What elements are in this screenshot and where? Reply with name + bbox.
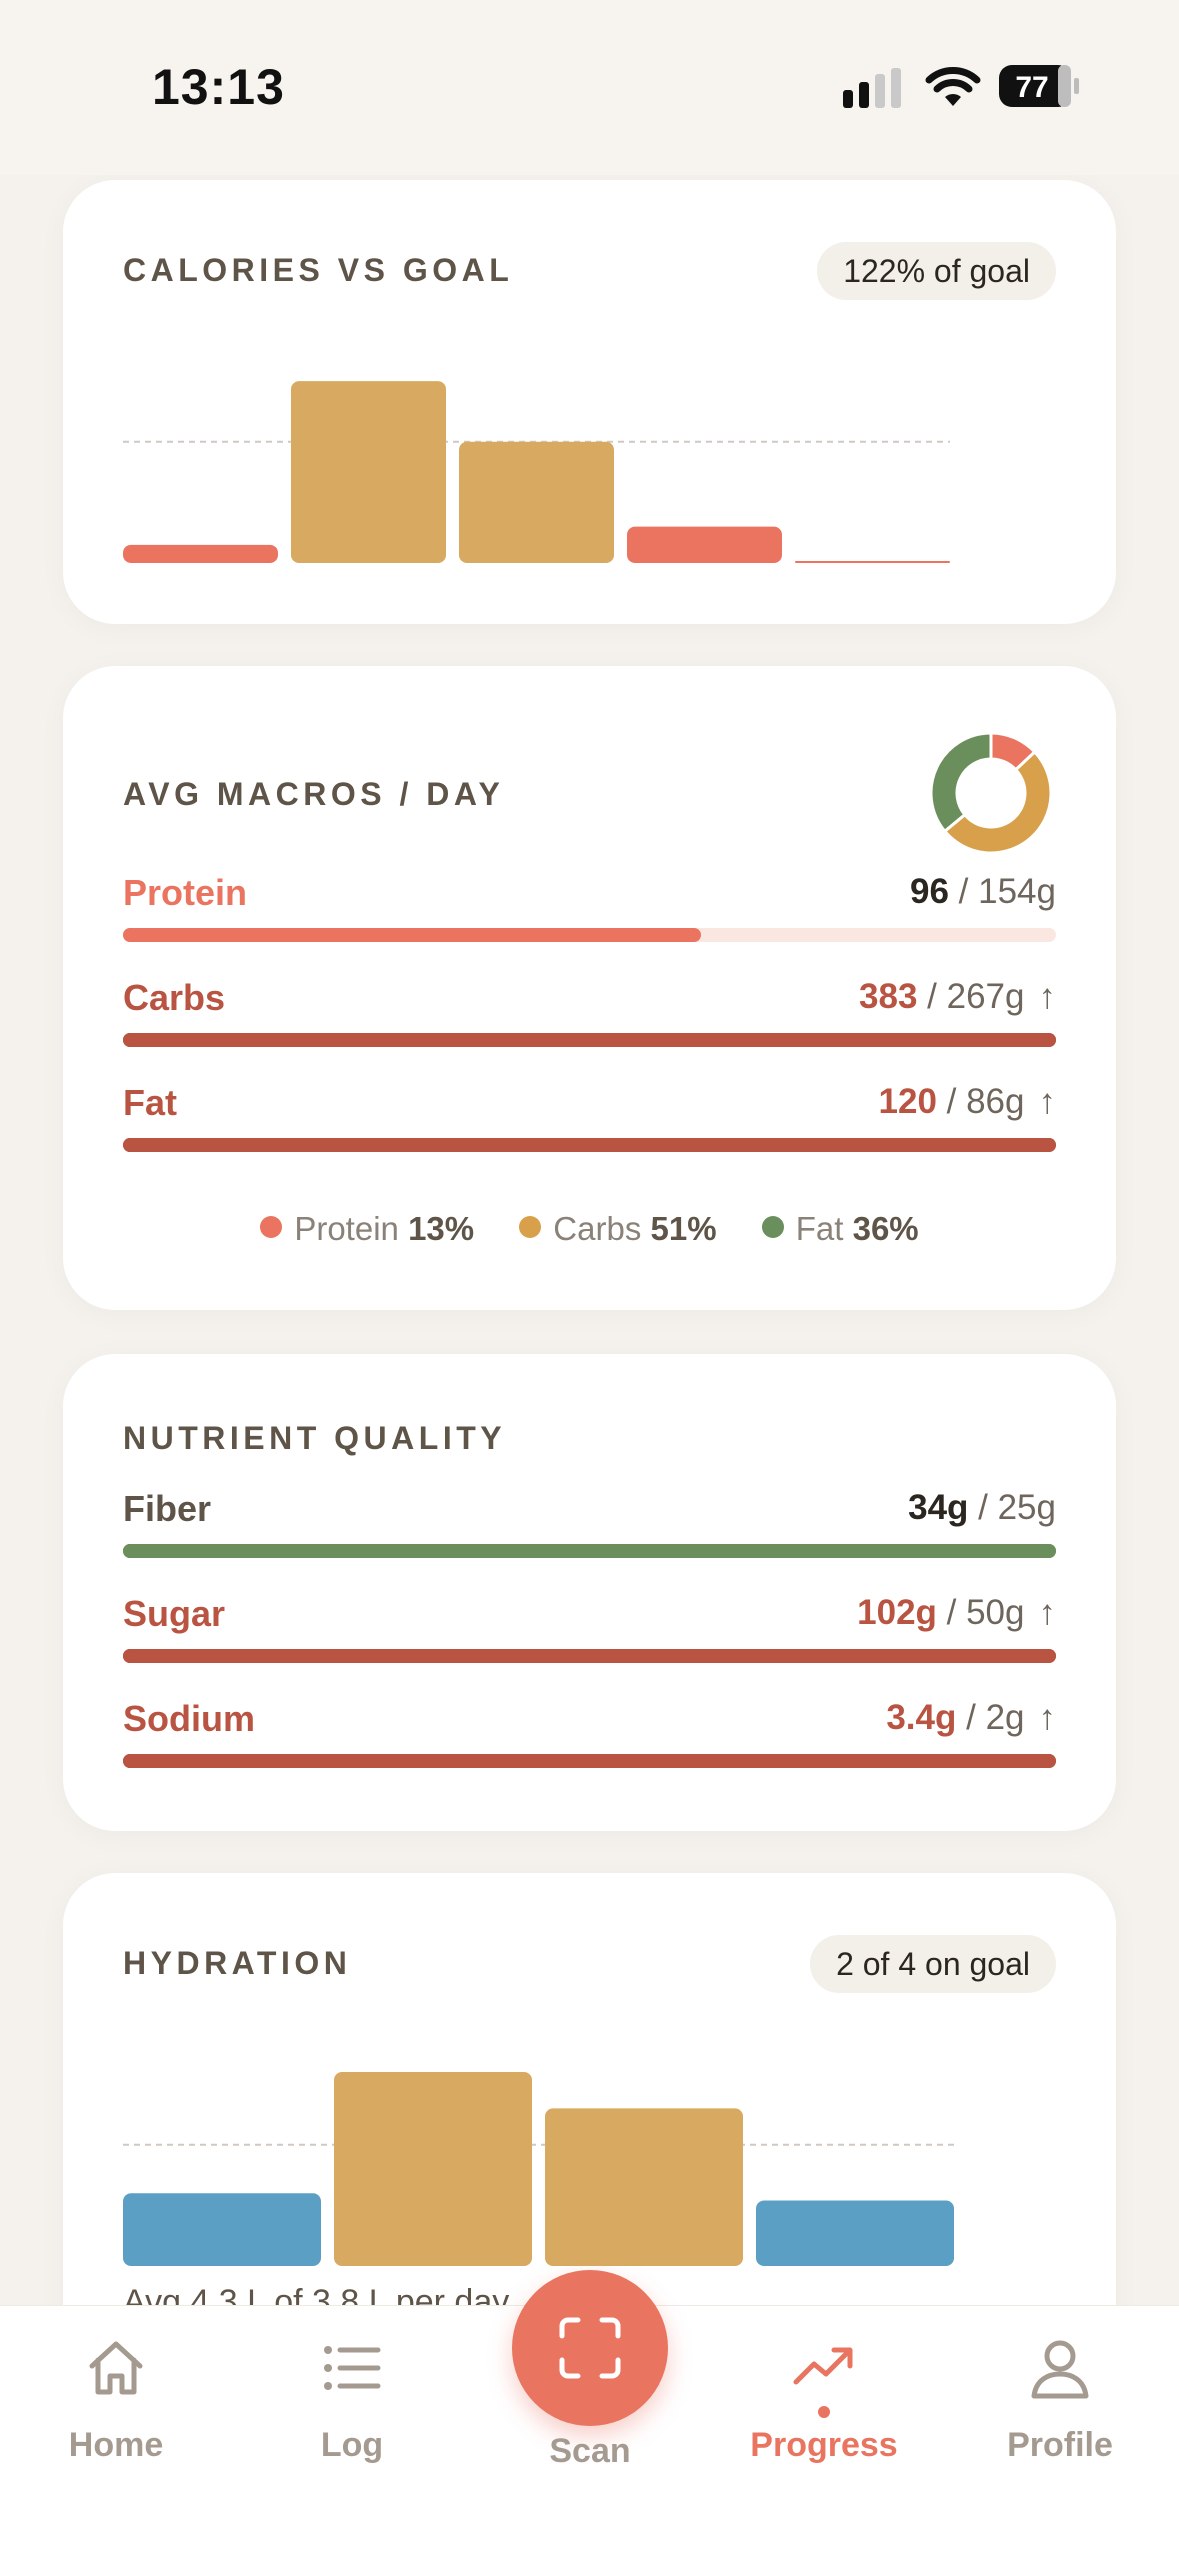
calories-bar-chart <box>123 381 950 563</box>
row-fiber: Fiber 34g / 25g <box>123 1488 1056 1548</box>
list-icon <box>324 2346 381 2390</box>
status-bar: 13:13 77 <box>0 0 1179 175</box>
active-tab-dot <box>818 2406 830 2418</box>
scan-button[interactable] <box>512 2270 668 2426</box>
trend-icon <box>793 2347 853 2385</box>
chart-bar <box>795 561 950 563</box>
macro-donut-chart <box>929 731 1053 855</box>
donut-slice <box>929 731 993 834</box>
row-sugar: Sugar 102g / 50g ↑ <box>123 1593 1056 1653</box>
chart-bar <box>291 381 446 563</box>
row-goal: / 267g <box>917 977 1025 1016</box>
row-goal: / 25g <box>968 1488 1056 1527</box>
goal-badge: 2 of 4 on goal <box>810 1935 1056 1993</box>
row-value: 120 / 86g ↑ <box>879 1082 1056 1122</box>
row-label: Protein <box>123 872 248 913</box>
battery-icon: 77 <box>999 65 1079 107</box>
row-value: 3.4g / 2g ↑ <box>886 1698 1056 1738</box>
progress-track <box>123 1544 1056 1558</box>
card-title: AVG MACROS / DAY <box>123 776 505 812</box>
chart-bar <box>756 2200 954 2266</box>
row-label: Fiber <box>123 1488 212 1529</box>
progress-fill <box>123 1754 1056 1768</box>
row-protein: Protein 96 / 154g <box>123 872 1056 932</box>
calories-card: CALORIES VS GOAL 122% of goal <box>63 180 1116 624</box>
legend-item-fat: Fat 36% <box>761 1210 919 1248</box>
progress-fill <box>123 1649 1056 1663</box>
goal-badge: 122% of goal <box>817 242 1056 300</box>
card-title: CALORIES VS GOAL <box>123 252 514 288</box>
row-label: Sodium <box>123 1698 255 1739</box>
progress-fill <box>123 1033 1056 1047</box>
progress-track <box>123 1649 1056 1663</box>
row-current: 383 <box>859 977 918 1016</box>
row-goal: / 2g <box>956 1698 1025 1737</box>
row-fat: Fat 120 / 86g ↑ <box>123 1082 1056 1142</box>
hydration-bar-chart <box>123 2072 954 2266</box>
donut-slice <box>942 749 1053 855</box>
row-sodium: Sodium 3.4g / 2g ↑ <box>123 1698 1056 1758</box>
row-current: 3.4g <box>886 1698 957 1737</box>
nutrient-quality-card: NUTRIENT QUALITY Fiber 34g / 25g Sugar 102g… <box>63 1354 1116 1831</box>
wifi-icon <box>925 67 981 106</box>
row-value: 383 / 267g ↑ <box>859 977 1056 1017</box>
progress-fill <box>123 1138 1056 1152</box>
cellular-signal-icon <box>843 68 901 108</box>
home-icon <box>89 2341 143 2395</box>
tab-label-scan[interactable]: Scan <box>549 2432 631 2470</box>
over-goal-arrow: ↑ <box>1038 1698 1057 1737</box>
person-icon <box>1031 2340 1089 2399</box>
tab-log[interactable]: Log <box>252 2306 452 2506</box>
battery-level: 77 <box>1015 71 1048 104</box>
row-value: 34g / 25g <box>908 1488 1056 1528</box>
row-current: 120 <box>878 1082 937 1121</box>
tab-profile[interactable]: Profile <box>960 2306 1160 2506</box>
status-time: 13:13 <box>152 59 285 115</box>
row-carbs: Carbs 383 / 267g ↑ <box>123 977 1056 1037</box>
chart-bar <box>627 526 782 563</box>
row-value: 96 / 154g <box>910 872 1056 912</box>
progress-fill <box>123 1544 1056 1558</box>
macro-legend: Protein 13% Carbs 51% Fat 36% <box>63 1210 1116 1248</box>
progress-track <box>123 1033 1056 1047</box>
row-goal: / 154g <box>948 872 1056 911</box>
row-goal: / 50g <box>936 1593 1025 1632</box>
legend-item-protein: Protein 13% <box>260 1210 474 1248</box>
chart-bar <box>123 2193 321 2266</box>
macros-card: AVG MACROS / DAY Protein 96 / 154g Carbs 38… <box>63 666 1116 1310</box>
row-value: 102g / 50g ↑ <box>857 1593 1056 1633</box>
tab-label: Log <box>320 2426 384 2464</box>
row-current: 34g <box>908 1488 969 1527</box>
row-goal: / 86g <box>936 1082 1025 1121</box>
row-label: Sugar <box>123 1593 226 1634</box>
chart-bar <box>334 2072 532 2266</box>
chart-bar <box>459 441 614 563</box>
progress-track <box>123 1138 1056 1152</box>
row-label: Carbs <box>123 977 226 1018</box>
over-goal-arrow: ↑ <box>1038 1082 1057 1121</box>
progress-track <box>123 928 1056 942</box>
tab-home[interactable]: Home <box>16 2306 216 2506</box>
row-label: Fat <box>123 1082 177 1123</box>
tab-label: Home <box>68 2426 164 2464</box>
chart-bar <box>123 544 278 563</box>
card-title: NUTRIENT QUALITY <box>123 1420 507 1456</box>
progress-track <box>123 1754 1056 1768</box>
legend-item-carbs: Carbs 51% <box>519 1210 717 1248</box>
tab-progress[interactable]: Progress <box>724 2306 924 2506</box>
scan-icon <box>559 2317 621 2379</box>
tab-label: Progress <box>750 2426 898 2464</box>
row-current: 96 <box>910 872 949 911</box>
chart-bar <box>545 2108 743 2266</box>
tab-label: Profile <box>1007 2426 1113 2464</box>
card-title: HYDRATION <box>123 1945 352 1981</box>
progress-fill <box>123 928 702 942</box>
row-current: 102g <box>857 1593 937 1632</box>
over-goal-arrow: ↑ <box>1038 1593 1057 1632</box>
over-goal-arrow: ↑ <box>1038 977 1057 1016</box>
